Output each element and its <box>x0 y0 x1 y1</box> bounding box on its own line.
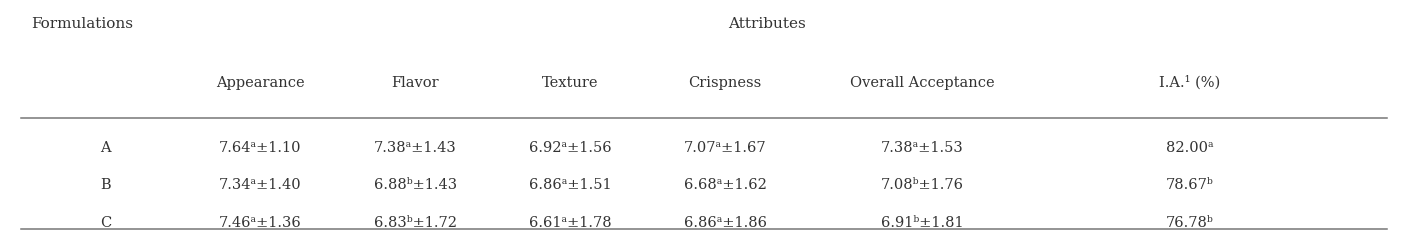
Text: 6.86ᵃ±1.86: 6.86ᵃ±1.86 <box>684 216 766 230</box>
Text: 7.07ᵃ±1.67: 7.07ᵃ±1.67 <box>684 140 766 155</box>
Text: 7.38ᵃ±1.53: 7.38ᵃ±1.53 <box>881 140 963 155</box>
Text: A: A <box>100 140 111 155</box>
Text: 6.91ᵇ±1.81: 6.91ᵇ±1.81 <box>881 216 963 230</box>
Text: 6.61ᵃ±1.78: 6.61ᵃ±1.78 <box>529 216 611 230</box>
Text: 82.00ᵃ: 82.00ᵃ <box>1166 140 1214 155</box>
Text: 76.78ᵇ: 76.78ᵇ <box>1166 216 1214 230</box>
Text: Formulations: Formulations <box>31 17 132 30</box>
Text: 7.38ᵃ±1.43: 7.38ᵃ±1.43 <box>375 140 456 155</box>
Text: Appearance: Appearance <box>217 76 304 89</box>
Text: 6.88ᵇ±1.43: 6.88ᵇ±1.43 <box>373 178 458 192</box>
Text: Crispness: Crispness <box>689 76 762 89</box>
Text: 78.67ᵇ: 78.67ᵇ <box>1166 178 1214 192</box>
Text: C: C <box>100 216 111 230</box>
Text: 7.34ᵃ±1.40: 7.34ᵃ±1.40 <box>220 178 301 192</box>
Text: Attributes: Attributes <box>728 17 807 30</box>
Text: 6.68ᵃ±1.62: 6.68ᵃ±1.62 <box>684 178 766 192</box>
Text: B: B <box>100 178 111 192</box>
Text: I.A.¹ (%): I.A.¹ (%) <box>1159 76 1221 90</box>
Text: 6.92ᵃ±1.56: 6.92ᵃ±1.56 <box>529 140 611 155</box>
Text: 7.08ᵇ±1.76: 7.08ᵇ±1.76 <box>881 178 963 192</box>
Text: 6.83ᵇ±1.72: 6.83ᵇ±1.72 <box>375 216 456 230</box>
Text: Flavor: Flavor <box>391 76 439 89</box>
Text: 7.64ᵃ±1.10: 7.64ᵃ±1.10 <box>220 140 301 155</box>
Text: Texture: Texture <box>542 76 598 89</box>
Text: 6.86ᵃ±1.51: 6.86ᵃ±1.51 <box>529 178 611 192</box>
Text: 7.46ᵃ±1.36: 7.46ᵃ±1.36 <box>220 216 301 230</box>
Text: Overall Acceptance: Overall Acceptance <box>850 76 994 89</box>
